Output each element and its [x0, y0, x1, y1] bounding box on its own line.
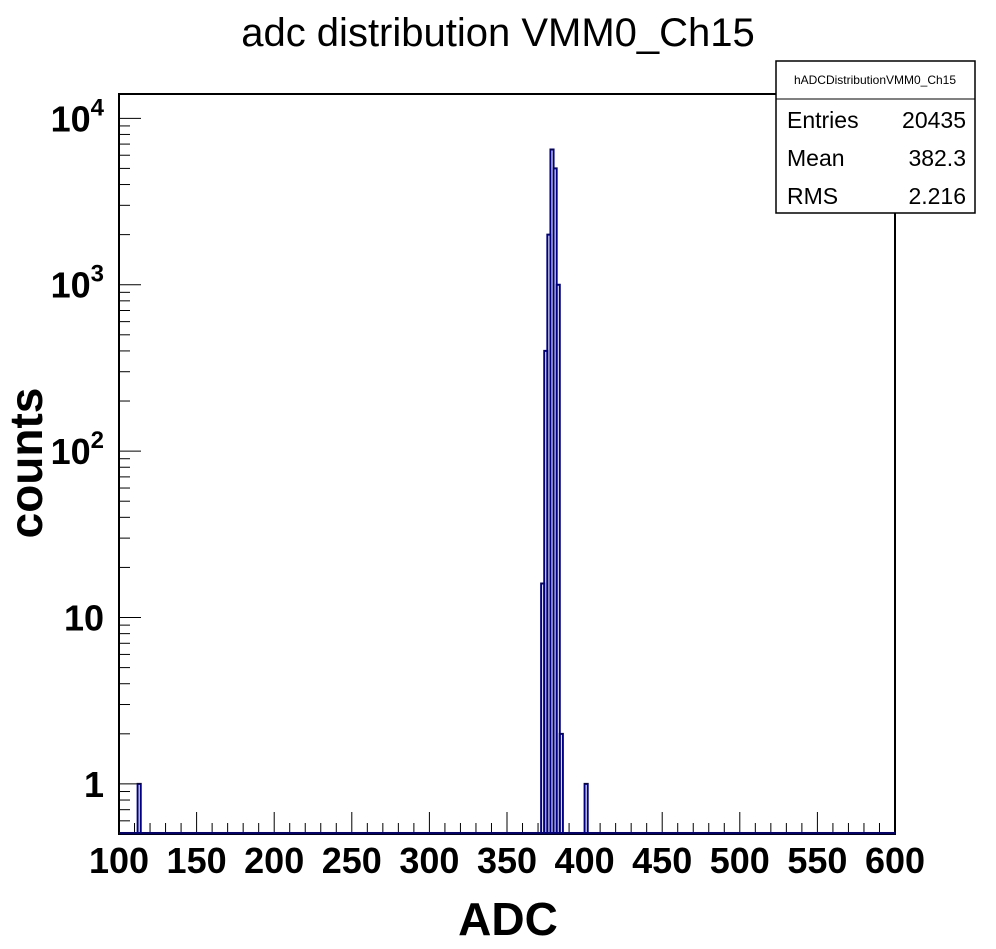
x-tick-label: 100 [89, 840, 149, 881]
axis-ticks [118, 117, 896, 835]
stats-rms-value: 2.216 [908, 183, 966, 209]
stats-entries-value: 20435 [902, 107, 966, 133]
histogram-bars [119, 148, 895, 834]
histogram-bin [555, 283, 561, 833]
x-tick-label: 300 [399, 840, 459, 881]
x-tick-label: 250 [322, 840, 382, 881]
y-tick-label: 102 [51, 427, 104, 472]
x-tick-label: 400 [555, 840, 615, 881]
stats-entries-label: Entries [787, 107, 859, 133]
y-axis-title: counts [0, 388, 52, 539]
stats-box: hADCDistributionVMM0_Ch15 Entries 20435 … [775, 60, 976, 214]
x-tick-label: 350 [477, 840, 537, 881]
y-tick-labels: 1 10 102 103 104 [51, 94, 105, 805]
y-tick-label: 1 [84, 764, 104, 805]
y-tick-label: 103 [51, 261, 104, 306]
histogram-bin [558, 732, 564, 833]
stats-mean-value: 382.3 [908, 145, 966, 171]
x-tick-label: 550 [787, 840, 847, 881]
x-tick-label: 600 [865, 840, 925, 881]
x-tick-label: 200 [244, 840, 304, 881]
x-tick-labels: 100 150 200 250 300 350 400 450 500 550 600 [89, 840, 925, 881]
stats-histogram-name: hADCDistributionVMM0_Ch15 [794, 73, 956, 87]
y-tick-label: 104 [51, 94, 105, 139]
chart-title: adc distribution VMM0_Ch15 [241, 11, 755, 55]
stats-mean-label: Mean [787, 145, 845, 171]
histogram-bin [583, 782, 589, 833]
x-tick-label: 500 [710, 840, 770, 881]
y-tick-label: 10 [64, 598, 104, 639]
stats-box-frame [775, 60, 976, 214]
stats-rms-label: RMS [787, 183, 838, 209]
histogram-bin [136, 782, 142, 833]
x-tick-label: 150 [167, 840, 227, 881]
x-axis-title: ADC [458, 893, 558, 945]
x-tick-label: 450 [632, 840, 692, 881]
